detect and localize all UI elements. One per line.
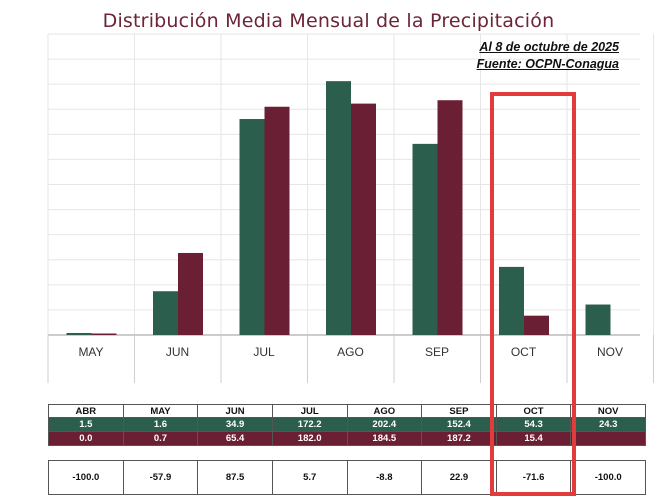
- bar-ago-series-2: [351, 103, 376, 335]
- chart-title: Distribución Media Mensual de la Precipi…: [102, 10, 555, 32]
- bar-may-series-1: [66, 332, 92, 335]
- anomaly-cell: -57.9: [122, 460, 199, 495]
- bar-oct-series-1: [499, 266, 524, 335]
- source-note: Fuente: OCPN-Conagua: [476, 57, 619, 71]
- date-note: Al 8 de octubre de 2025: [479, 40, 619, 54]
- bar-oct-series-2: [524, 315, 549, 335]
- x-tick-label: JUN: [166, 345, 189, 359]
- table-cell: ABR: [48, 404, 124, 418]
- table-cell: 202.4: [346, 417, 423, 432]
- table-cell: [570, 431, 646, 446]
- table-row: 0.0 0.7 65.4 182.0 184.5 187.2 15.4: [48, 431, 646, 446]
- anomaly-cell: 22.9: [421, 460, 497, 495]
- table-cell: SEP: [421, 404, 497, 418]
- table-cell: 0.7: [122, 431, 199, 446]
- table-cell: 182.0: [271, 431, 348, 446]
- anomaly-table: -100.0 -57.9 87.5 5.7 -8.8 22.9 -71.6 -100.0: [48, 460, 646, 495]
- table-cell: 184.5: [346, 431, 423, 446]
- bar-jun-series-2: [178, 252, 203, 335]
- x-tick-label: JUL: [253, 345, 275, 359]
- table-cell: NOV: [570, 404, 646, 418]
- table-cell: 152.4: [421, 417, 497, 432]
- x-tick-label: OCT: [511, 345, 537, 359]
- bar-ago-series-1: [326, 81, 351, 335]
- table-cell: JUN: [197, 404, 273, 418]
- anomaly-cell: -8.8: [346, 460, 423, 495]
- anomaly-cell: -100.0: [570, 460, 646, 495]
- x-tick-label: MAY: [78, 345, 103, 359]
- table-cell: 1.6: [122, 417, 199, 432]
- bar-sep-series-2: [437, 100, 463, 335]
- bar-jul-series-1: [239, 119, 265, 335]
- x-tick-label: AGO: [337, 345, 364, 359]
- x-tick-label: NOV: [597, 345, 623, 359]
- anomaly-cell: -100.0: [48, 460, 124, 495]
- table-cell: 34.9: [197, 417, 273, 432]
- table-cell: JUL: [271, 404, 348, 418]
- x-tick-label: SEP: [425, 345, 449, 359]
- table-cell: 0.0: [48, 431, 124, 446]
- table-cell: 15.4: [495, 431, 572, 446]
- bar-sep-series-1: [412, 143, 438, 335]
- table-cell: 1.5: [48, 417, 124, 432]
- bar-jul-series-2: [264, 106, 290, 335]
- table-cell: 24.3: [570, 417, 646, 432]
- data-table: ABR MAY JUN JUL AGO SEP OCT NOV 1.5 1.6 34.9 172.2 2…: [48, 404, 646, 446]
- bar-chart: MAY JUN JUL AGO SEP OCT NOV: [47, 33, 654, 383]
- october-highlight-box: [490, 92, 576, 496]
- bar-may-series-2: [91, 333, 117, 335]
- anomaly-cell: 5.7: [271, 460, 348, 495]
- bars: [66, 81, 611, 335]
- anomaly-cell: 87.5: [197, 460, 273, 495]
- anomaly-cell: -71.6: [495, 460, 572, 495]
- table-cell: 172.2: [271, 417, 348, 432]
- table-cell: MAY: [122, 404, 199, 418]
- bar-nov-series-1: [585, 304, 611, 335]
- category-labels: MAY JUN JUL AGO SEP OCT NOV: [78, 345, 623, 359]
- table-cell: AGO: [346, 404, 423, 418]
- bar-jun-series-1: [153, 291, 178, 335]
- table-cell: 187.2: [421, 431, 497, 446]
- anomaly-row: -100.0 -57.9 87.5 5.7 -8.8 22.9 -71.6 -100.0: [48, 460, 646, 495]
- table-cell: 65.4: [197, 431, 273, 446]
